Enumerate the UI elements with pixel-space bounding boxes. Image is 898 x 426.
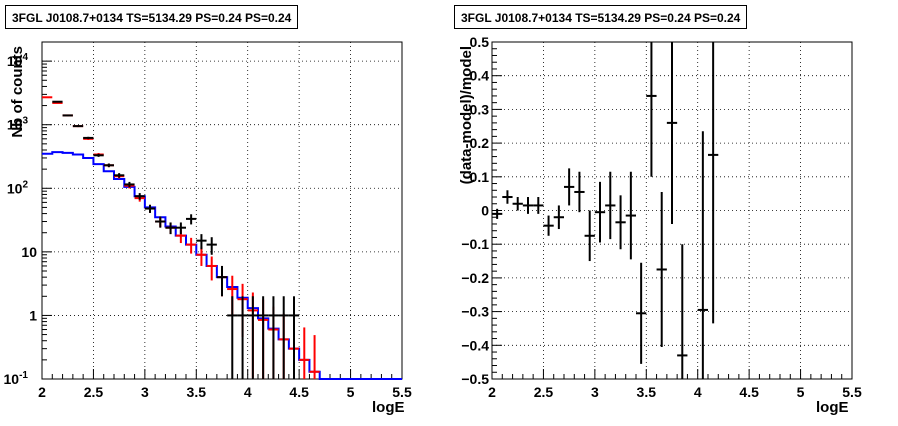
left-y-tick-exponent: 3 — [22, 116, 28, 127]
right-y-tick-label: −0.4 — [461, 337, 489, 353]
right-x-axis-label: logE — [816, 399, 849, 416]
left-x-tick-label: 4 — [244, 384, 252, 400]
left-x-tick-label: 2 — [38, 384, 46, 400]
left-y-tick-label: 102 — [7, 179, 29, 196]
right-x-tick-label: 3.5 — [637, 384, 657, 400]
right-y-tick-label: 0.2 — [470, 135, 490, 151]
left-y-tick-label: 10 — [21, 244, 37, 260]
right-y-tick-label: 0.1 — [470, 169, 490, 185]
right-y-tick-label: −0.2 — [461, 270, 489, 286]
left-x-tick-label: 3 — [141, 384, 149, 400]
right-x-tick-label: 4.5 — [739, 384, 759, 400]
right-x-tick-label: 5.5 — [842, 384, 862, 400]
left-y-tick-label: 1 — [29, 307, 37, 323]
right-y-tick-label: −0.3 — [461, 304, 489, 320]
left-x-tick-label: 5 — [347, 384, 355, 400]
left-y-tick-exponent: -1 — [19, 370, 28, 381]
right-x-tick-label: 3 — [591, 384, 599, 400]
left-plot-frame — [41, 41, 403, 380]
right-x-tick-label: 2 — [488, 384, 496, 400]
right-chart-title: 3FGL J0108.7+0134 TS=5134.29 PS=0.24 PS=… — [454, 5, 748, 29]
right-y-tick-label: 0.4 — [470, 68, 490, 84]
left-y-tick-exponent: 4 — [22, 52, 28, 63]
left-y-axis-label: Nb of counts — [9, 46, 26, 138]
left-y-tick-label: 10-1 — [4, 370, 29, 387]
left-y-tick-exponent: 2 — [22, 179, 28, 190]
right-x-tick-label: 5 — [797, 384, 805, 400]
left-x-axis-label: logE — [372, 399, 405, 416]
right-y-axis-label: (data-model)/model — [458, 46, 475, 184]
right-y-tick-label: −0.1 — [461, 236, 489, 252]
right-y-tick-label: 0 — [481, 203, 489, 219]
left-x-tick-label: 5.5 — [392, 384, 412, 400]
right-y-tick-label: 0.5 — [470, 34, 490, 50]
left-x-tick-label: 3.5 — [187, 384, 207, 400]
right-y-tick-label: 0.3 — [470, 101, 490, 117]
left-plot-area — [42, 42, 402, 379]
left-x-tick-label: 2.5 — [84, 384, 104, 400]
left-x-tick-label: 4.5 — [289, 384, 309, 400]
left-chart-title: 3FGL J0108.7+0134 TS=5134.29 PS=0.24 PS=… — [5, 5, 299, 29]
right-x-tick-label: 2.5 — [534, 384, 554, 400]
right-y-tick-label: −0.5 — [461, 371, 489, 387]
right-x-tick-label: 4 — [694, 384, 702, 400]
